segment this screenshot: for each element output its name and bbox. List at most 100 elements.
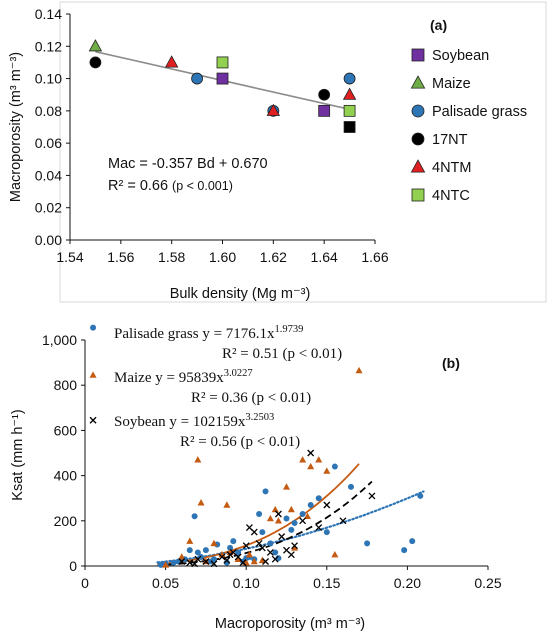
panel-a-point bbox=[266, 103, 281, 116]
panel-b-x-tick-label: 0.20 bbox=[394, 575, 421, 591]
panel-a-point bbox=[318, 104, 331, 117]
annotation-palisade-eq-text: Palisade grass y = 7176.1x bbox=[114, 326, 275, 342]
panel-a-x-tick-label: 1.58 bbox=[158, 249, 185, 265]
panel-b-y-tick-label: 200 bbox=[54, 513, 78, 529]
panel-b-axes bbox=[84, 340, 488, 567]
panel-a-label: (a) bbox=[430, 17, 447, 33]
panel-b-point bbox=[307, 449, 315, 457]
panel-b-fit-curve bbox=[157, 463, 360, 566]
panel-b-point bbox=[266, 514, 274, 522]
panel-a-r2: R² = 0.66 (p < 0.001) bbox=[108, 178, 233, 194]
panel-b-point bbox=[245, 551, 253, 558]
panel-b-x-tick-label: 0.05 bbox=[152, 575, 179, 591]
panel-a-r2-p: (p < 0.001) bbox=[172, 179, 233, 193]
panel-b-point bbox=[267, 540, 274, 547]
panel-b-point bbox=[223, 501, 231, 508]
panel-a-y-tick-label: 0.10 bbox=[35, 71, 62, 87]
panel-b-point bbox=[191, 560, 199, 568]
panel-b-point bbox=[355, 366, 363, 374]
annotation-maize-eq-text: Maize y = 95839x bbox=[114, 370, 224, 386]
panel-b-point bbox=[258, 556, 266, 564]
panel-a-point bbox=[164, 55, 179, 68]
panel-b-point bbox=[368, 492, 376, 500]
panel-a-legend-marker bbox=[411, 188, 425, 202]
panel-b-point bbox=[339, 517, 347, 525]
panel-a-point bbox=[89, 56, 102, 69]
panel-b-point bbox=[272, 549, 279, 556]
panel-b-x-label: Macroporosity (m³ m⁻³) bbox=[215, 616, 365, 632]
panel-a-y-tick-label: 0.06 bbox=[35, 135, 62, 151]
panel-a-legend-label: Soybean bbox=[432, 48, 489, 64]
panel-b-y-ticks: 0 200 400 600 800 1,000 bbox=[42, 332, 85, 574]
panel-a-point bbox=[191, 72, 203, 85]
panel-b-point bbox=[274, 517, 282, 524]
panel-b-point bbox=[299, 511, 306, 518]
panel-b-point bbox=[303, 512, 311, 519]
panel-b-point bbox=[255, 539, 263, 547]
panel-b-point bbox=[250, 557, 258, 565]
panel-b-point bbox=[266, 548, 274, 556]
panel-a-points bbox=[88, 39, 357, 133]
annotation-soybean-r2: R² = 0.56 (p < 0.01) bbox=[180, 434, 300, 450]
panel-a-point bbox=[88, 39, 103, 52]
panel-b-point bbox=[291, 544, 299, 551]
panel-b-point bbox=[283, 515, 290, 522]
annotation-maize-equation: Maize y = 95839x3.0227 bbox=[114, 368, 253, 386]
annotation-soybean-eq-exp: 3.2503 bbox=[245, 412, 274, 423]
panel-b-point bbox=[90, 324, 97, 331]
panel-a-x-tick-label: 1.54 bbox=[56, 249, 83, 265]
panel-a-x-tick-label: 1.62 bbox=[260, 249, 287, 265]
panel-b-point bbox=[278, 533, 286, 541]
panel-b-point bbox=[262, 488, 269, 495]
panel-b-point bbox=[347, 483, 354, 490]
panel-b-point bbox=[299, 456, 307, 463]
panel-b-point bbox=[271, 505, 279, 513]
annotation-palisade-r2: R² = 0.51 (p < 0.01) bbox=[222, 346, 342, 362]
panel-b-point bbox=[401, 547, 408, 554]
panel-b-point bbox=[274, 510, 282, 518]
panel-a-x-tick-label: 1.56 bbox=[107, 249, 134, 265]
panel-a-legend-label: Palisade grass bbox=[432, 104, 527, 120]
panel-b-point bbox=[291, 520, 298, 527]
panel-b-point bbox=[291, 542, 299, 550]
panel-b-point bbox=[323, 501, 331, 509]
panel-a-legend-label: Maize bbox=[432, 76, 471, 92]
panel-b-point bbox=[258, 544, 266, 552]
panel-b-point bbox=[197, 499, 205, 506]
panel-b-point bbox=[323, 467, 331, 474]
panel-b-y-tick-label: 0 bbox=[69, 558, 77, 574]
panel-a-frame bbox=[59, 1, 547, 303]
panel-b-point bbox=[230, 538, 237, 545]
panel-b-point bbox=[288, 526, 295, 533]
panel-a-legend-marker bbox=[411, 132, 425, 146]
panel-a-chart: 0.000.020.040.060.080.100.120.14 1.54 1.5… bbox=[8, 1, 547, 303]
panel-b-point bbox=[89, 416, 97, 424]
panel-b-y-tick-label: 400 bbox=[54, 468, 78, 484]
panel-b-point bbox=[223, 556, 231, 564]
panel-a-legend-marker bbox=[411, 104, 425, 118]
panel-b-point bbox=[409, 538, 416, 545]
panel-b-point bbox=[186, 537, 194, 544]
panel-b-point bbox=[315, 495, 322, 502]
panel-b-point bbox=[210, 539, 218, 547]
panel-b-point bbox=[178, 553, 186, 560]
panel-a-legend: Soybean Maize Palisade grass 17NT 4NTM 4NTC bbox=[410, 48, 527, 204]
panel-a-point bbox=[342, 87, 357, 100]
panel-a-point bbox=[318, 88, 331, 101]
panel-b-x-tick-label: 0 bbox=[81, 575, 89, 591]
panel-a-legend-label: 17NT bbox=[432, 132, 468, 148]
panel-a-point bbox=[216, 56, 229, 69]
panel-b-point bbox=[271, 555, 279, 563]
panel-b-x-tick-label: 0.15 bbox=[313, 575, 340, 591]
panel-a-point bbox=[343, 72, 356, 85]
panel-b-point bbox=[202, 558, 210, 565]
panel-b-point bbox=[89, 371, 97, 378]
panel-b-point bbox=[239, 559, 247, 567]
panel-b-x-tick-label: 0.10 bbox=[233, 575, 260, 591]
panel-a-y-tick-label: 0.04 bbox=[35, 167, 62, 183]
panel-a-x-ticks: 1.54 1.56 1.58 1.60 1.62 1.64 1.66 bbox=[56, 240, 389, 265]
panel-a-legend-label: 4NTC bbox=[432, 188, 470, 204]
panel-b-point bbox=[331, 551, 339, 558]
panel-b-y-tick-label: 800 bbox=[54, 377, 78, 393]
